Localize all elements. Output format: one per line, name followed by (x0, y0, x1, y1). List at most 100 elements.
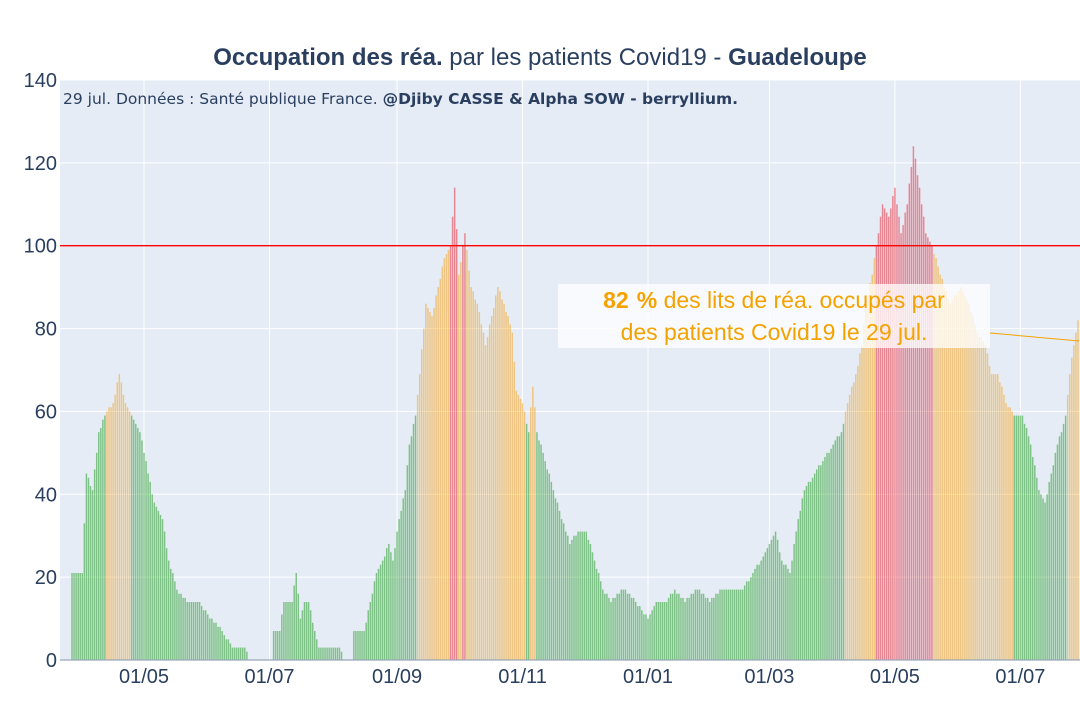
bar (443, 258, 446, 660)
bar (202, 610, 205, 660)
bar (853, 382, 855, 660)
bar (155, 506, 158, 660)
bar (1044, 502, 1046, 660)
bar (818, 465, 820, 660)
bar (789, 573, 791, 660)
bar (287, 602, 289, 660)
bar (371, 593, 374, 660)
bar (122, 394, 125, 660)
bar (680, 597, 682, 660)
bar (671, 593, 674, 660)
bar (616, 593, 618, 660)
bar (145, 461, 147, 660)
bar (848, 394, 851, 660)
bar (433, 307, 435, 660)
bar (400, 510, 402, 660)
bar (571, 539, 573, 660)
bar (966, 299, 968, 660)
bar (785, 564, 787, 660)
bar (497, 287, 499, 660)
bar (575, 535, 577, 660)
bar (383, 556, 386, 660)
bar (429, 312, 431, 660)
bar (690, 593, 692, 660)
bar (98, 432, 100, 660)
bar (597, 573, 600, 660)
bar (217, 626, 219, 660)
bar (279, 631, 281, 660)
bar (842, 423, 845, 660)
bar (982, 341, 985, 660)
bar (135, 423, 137, 660)
title-middle-part: par les patients Covid19 - (442, 44, 729, 71)
bar (859, 353, 861, 660)
bar (227, 639, 230, 660)
bar (704, 597, 707, 660)
bar (295, 573, 297, 660)
bar (750, 577, 752, 660)
bar (783, 564, 785, 660)
bar (892, 196, 894, 660)
bar (410, 436, 413, 660)
bar (75, 573, 77, 660)
bar (106, 411, 108, 660)
bar (855, 374, 857, 660)
bar (223, 635, 225, 660)
bar (912, 146, 915, 661)
bar (873, 258, 876, 660)
bar (379, 564, 382, 660)
bar (416, 394, 419, 660)
bar (435, 295, 437, 660)
bar (904, 212, 906, 660)
bar (441, 266, 444, 660)
bar (174, 581, 176, 660)
bar (118, 374, 121, 660)
bar (548, 473, 551, 660)
bar (546, 469, 548, 660)
bar (861, 345, 863, 660)
bar (423, 328, 425, 660)
subtitle-source: 29 jul. Données : Santé publique France. (63, 90, 383, 108)
bar (1038, 490, 1040, 660)
bar (141, 440, 143, 660)
bar (579, 531, 581, 660)
bar (655, 602, 657, 660)
bar (877, 233, 880, 661)
bar (978, 336, 980, 660)
bar (1052, 465, 1055, 660)
bar (534, 407, 536, 660)
bar (170, 568, 172, 660)
bar (472, 291, 474, 660)
bar (95, 452, 98, 660)
bar (894, 187, 896, 660)
bar (1023, 423, 1026, 660)
bar (682, 597, 684, 660)
bar (820, 465, 822, 660)
bar (219, 626, 221, 660)
bar (737, 589, 740, 660)
bar (229, 643, 232, 660)
bar (634, 602, 637, 660)
y-tick-label: 40 (35, 484, 57, 506)
bar (1056, 444, 1059, 660)
bar (178, 593, 180, 660)
bar (538, 440, 540, 660)
bar (661, 602, 664, 660)
bar (151, 494, 153, 660)
bar (696, 589, 699, 660)
bar (493, 307, 495, 660)
bar (414, 415, 417, 660)
bar (591, 552, 594, 660)
bar (898, 216, 900, 660)
bar (318, 647, 320, 660)
bar (192, 602, 195, 660)
bar (822, 461, 824, 660)
bar (731, 589, 734, 660)
bar (920, 204, 923, 661)
bar (332, 647, 335, 660)
bar (645, 614, 647, 660)
bar (209, 618, 211, 660)
bar (108, 407, 110, 660)
bars (60, 146, 1080, 661)
bar (406, 465, 409, 660)
